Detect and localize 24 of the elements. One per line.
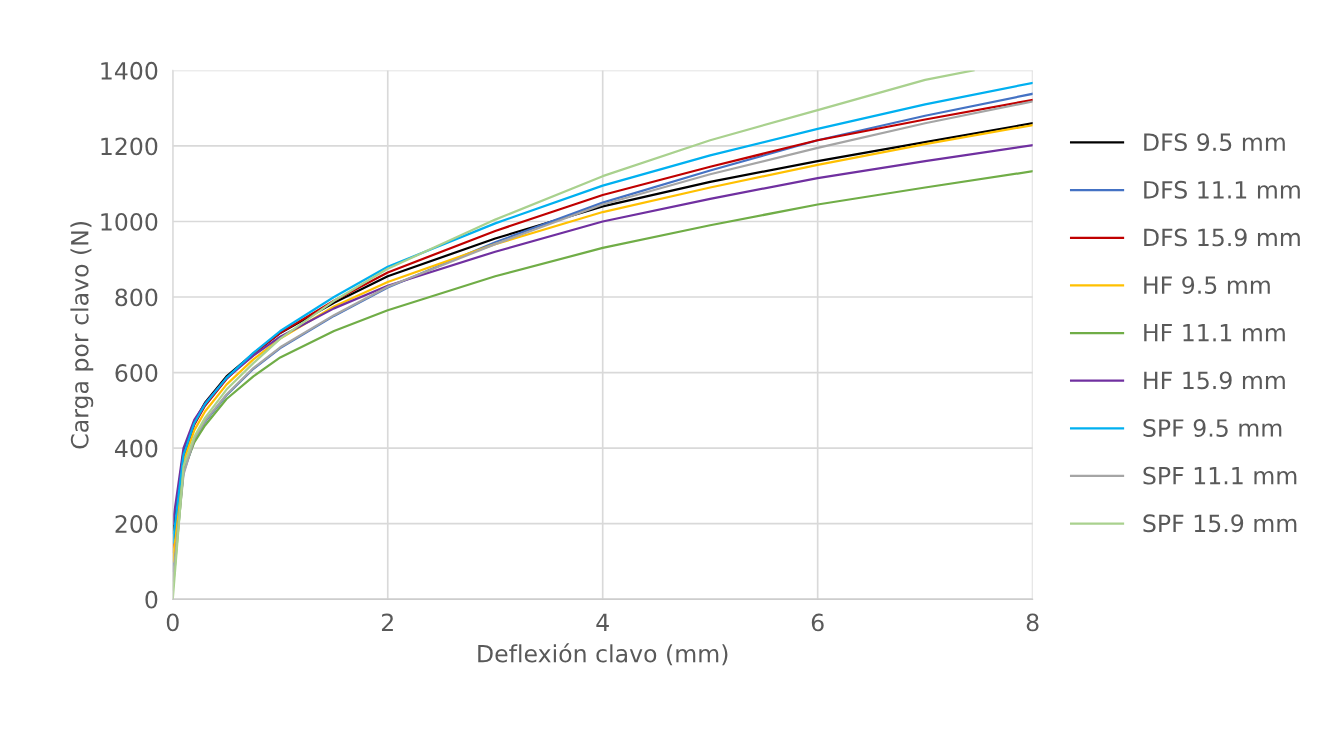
x-tick-label: 4: [596, 613, 609, 632]
legend-label: DFS 11.1 mm: [1144, 180, 1300, 199]
y-tick-label: 600: [115, 364, 158, 382]
y-tick-label: 1200: [101, 137, 158, 156]
legend-label: SPF 15.9 mm: [1143, 514, 1297, 533]
legend-label: HF 9.5 mm: [1144, 276, 1270, 295]
x-tick-label: 8: [1026, 613, 1039, 632]
x-axis-title: Deflexión clavo (mm): [478, 643, 728, 666]
y-tick-label: 800: [115, 288, 158, 307]
y-tick-label: 0: [145, 590, 158, 609]
x-tick-label: 0: [166, 613, 179, 632]
legend-label: HF 11.1 mm: [1144, 324, 1285, 342]
y-tick-label: 1000: [101, 212, 158, 231]
y-axis-title: Carga por clavo (N): [70, 221, 94, 449]
legend-label: SPF 9.5 mm: [1143, 419, 1282, 437]
legend-label: HF 15.9 mm: [1144, 371, 1285, 390]
legend-label: DFS 15.9 mm: [1144, 228, 1300, 247]
x-tick-label: 2: [381, 613, 393, 632]
y-tick-label: 400: [114, 439, 158, 458]
legend-label: SPF 11.1 mm: [1143, 466, 1297, 485]
legend-label: DFS 9.5 mm: [1144, 133, 1285, 152]
y-tick-label: 200: [115, 515, 158, 533]
x-tick-label: 6: [811, 613, 824, 632]
y-tick-label: 1400: [101, 61, 158, 80]
